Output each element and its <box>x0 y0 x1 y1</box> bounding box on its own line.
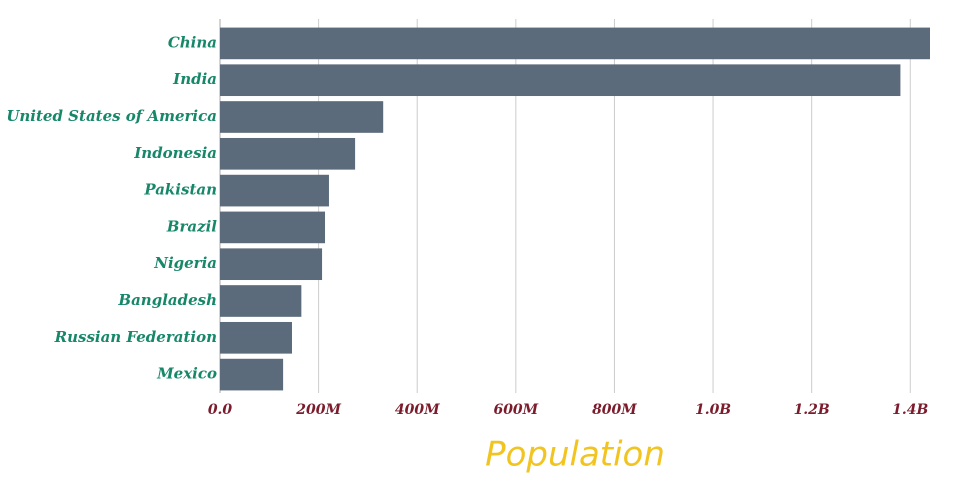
x-tick-label: 1.0B <box>695 402 731 418</box>
x-tick-label: 1.4B <box>892 402 928 418</box>
x-axis-title: Population <box>485 435 665 475</box>
y-tick-label: United States of America <box>6 107 217 125</box>
x-tick-label: 0.0 <box>208 402 233 418</box>
y-tick-label: Russian Federation <box>54 328 217 346</box>
bar <box>220 321 292 354</box>
x-tick-label: 400M <box>395 402 440 418</box>
y-tick-label: Pakistan <box>143 181 217 199</box>
bar <box>220 174 329 207</box>
bar <box>220 211 326 244</box>
y-tick-label: Nigeria <box>153 254 217 272</box>
x-tick-label: 200M <box>295 402 341 418</box>
y-tick-label: Brazil <box>166 217 218 235</box>
y-tick-label: Indonesia <box>133 144 217 162</box>
y-tick-label: Bangladesh <box>117 291 217 309</box>
bar <box>220 248 323 281</box>
y-tick-label: India <box>172 70 217 88</box>
bar <box>220 137 356 170</box>
x-tick-label: 600M <box>493 402 538 418</box>
y-tick-label: China <box>168 33 217 51</box>
x-tick-label: 1.2B <box>794 402 830 418</box>
bar <box>220 64 901 97</box>
bar <box>220 27 930 60</box>
bar <box>220 358 284 391</box>
bar <box>220 101 384 133</box>
bar <box>220 285 302 317</box>
y-tick-label: Mexico <box>156 365 217 383</box>
x-tick-label: 800M <box>592 402 637 418</box>
